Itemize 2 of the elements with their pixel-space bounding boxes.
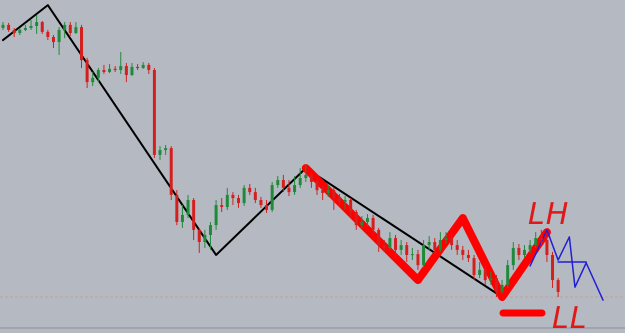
annotation: LH: [528, 197, 570, 232]
text: LL: [552, 301, 588, 333]
